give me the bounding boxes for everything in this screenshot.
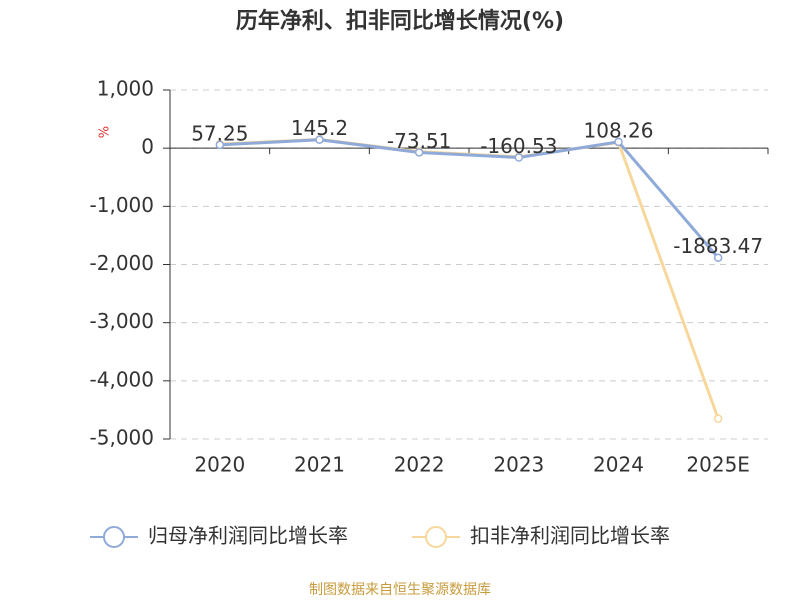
point (614, 137, 623, 147)
x-tick-label: 2021 (294, 453, 345, 477)
point (315, 135, 324, 144)
legend-label: 归母净利润同比增长率 (148, 524, 348, 548)
y-tick-label: -1,000 (90, 193, 154, 217)
y-unit: % (98, 126, 113, 138)
legend-marker (103, 526, 125, 548)
y-tick-label: 0 (141, 135, 154, 159)
y-tick-label: -4,000 (90, 367, 154, 391)
y-tick-label: 1,000 (97, 77, 154, 101)
point (215, 140, 225, 150)
x-tick-label: 2024 (593, 453, 644, 477)
source-note: 制图数据来自恒生聚源数据库 (309, 582, 491, 598)
y-tick-label: -2,000 (90, 251, 154, 275)
x-tick-label: 2023 (493, 453, 544, 477)
data-label: -1883.47 (673, 234, 763, 258)
y-tick-label: -3,000 (90, 309, 154, 333)
series-line (219, 137, 720, 420)
data-label: -73.51 (387, 129, 451, 153)
x-tick-label: 2020 (194, 453, 245, 477)
data-label: 108.26 (584, 118, 654, 142)
point (514, 153, 524, 162)
data-label: 145.2 (291, 116, 348, 140)
x-tick-label: 2025E (686, 453, 750, 477)
data-label: 57.25 (191, 121, 248, 145)
point (713, 414, 723, 423)
data-label: -160.53 (480, 134, 557, 158)
legend-label: 扣非净利润同比增长率 (470, 524, 670, 548)
chart-title: 历年净利、扣非同比增长情况(%) (236, 8, 564, 34)
x-tick-label: 2022 (394, 453, 445, 477)
point (414, 148, 424, 157)
point (713, 253, 723, 262)
series-line (219, 138, 720, 259)
legend-marker (425, 526, 447, 548)
y-tick-label: -5,000 (90, 426, 154, 450)
